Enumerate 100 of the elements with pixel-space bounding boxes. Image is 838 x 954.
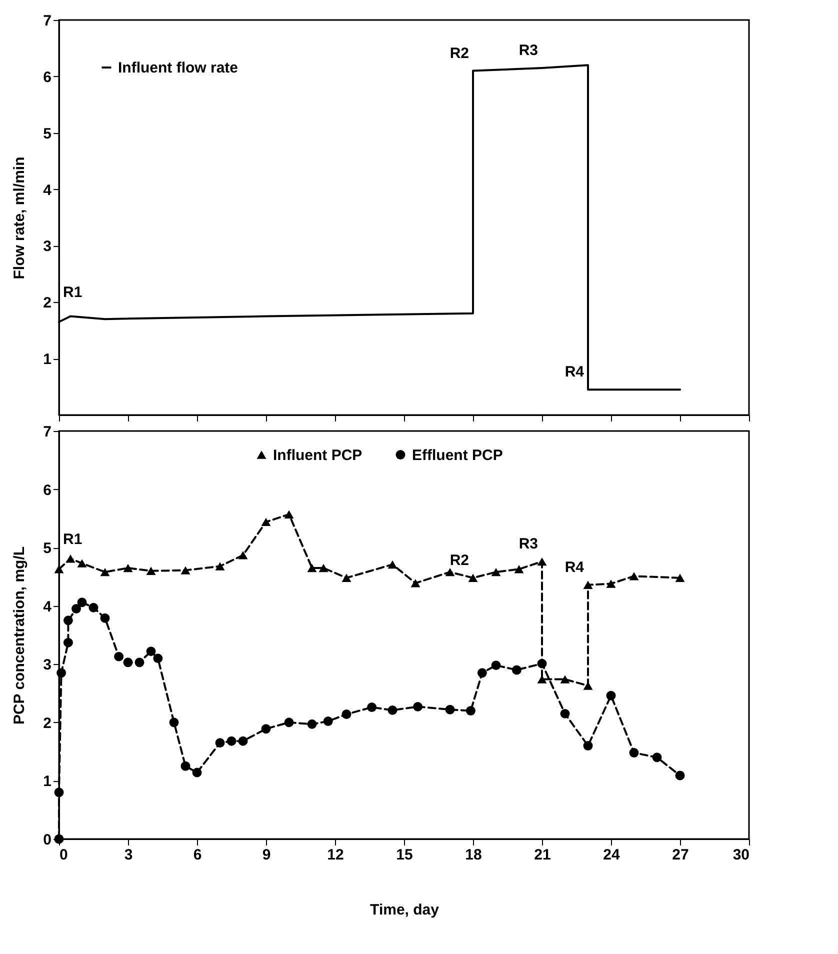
y-tick-label: 2 <box>43 714 52 732</box>
annotation: R2 <box>450 552 469 569</box>
x-tick-label: 3 <box>124 846 133 864</box>
y-tick-label: 6 <box>43 68 52 86</box>
point <box>77 559 87 568</box>
y-axis-title: PCP concentration, mg/L <box>11 546 28 725</box>
y-axis-title: Flow rate, ml/min <box>11 156 28 280</box>
point <box>388 560 398 569</box>
y-tick-label: 5 <box>43 540 52 558</box>
point <box>215 562 225 570</box>
point <box>307 719 317 729</box>
point <box>560 708 570 718</box>
x-tick-label: 15 <box>396 846 413 864</box>
y-tick-label: 3 <box>43 238 52 256</box>
annotation: R2 <box>450 44 469 62</box>
y-tick-label: 3 <box>43 656 52 674</box>
y-tick-label: 2 <box>43 294 52 312</box>
point <box>466 706 476 716</box>
point <box>388 705 398 715</box>
point <box>606 690 616 700</box>
point <box>261 724 271 734</box>
y-tick-label: 4 <box>43 598 52 616</box>
y-tick-label: 6 <box>43 482 52 499</box>
point <box>413 702 423 712</box>
y-tick-label: 4 <box>43 182 52 199</box>
point <box>226 736 236 746</box>
point <box>537 557 547 566</box>
x-tick-label: 6 <box>193 846 202 864</box>
x-tick-label: 9 <box>262 846 271 864</box>
point <box>445 568 455 576</box>
annotation: R3 <box>518 42 538 59</box>
annotation: R4 <box>564 364 585 381</box>
x-tick-label: 21 <box>534 846 551 864</box>
x-tick-label: 0 <box>60 846 68 864</box>
point <box>583 741 593 750</box>
annotation: R1 <box>63 531 82 548</box>
annotation: R3 <box>518 536 538 553</box>
point <box>146 566 156 575</box>
legend-label: Influent flow rate <box>118 60 238 76</box>
point <box>56 668 66 678</box>
point <box>100 613 110 623</box>
point <box>342 574 352 582</box>
point <box>66 554 76 563</box>
point <box>134 658 144 668</box>
point <box>54 565 64 574</box>
x-axis-title: Time, day <box>370 902 440 918</box>
point <box>88 602 98 612</box>
point <box>238 736 248 746</box>
point <box>261 518 271 526</box>
point <box>123 658 133 668</box>
point <box>410 579 420 588</box>
x-tick-label: 24 <box>603 846 620 864</box>
legend-label: Influent PCP <box>273 446 362 464</box>
y-tick-label: 7 <box>43 12 52 30</box>
y-tick-label: 1 <box>43 773 52 790</box>
point <box>114 652 124 662</box>
x-tick-label: 30 <box>732 846 750 864</box>
y-tick-label: 5 <box>43 125 52 142</box>
point <box>675 574 685 582</box>
point <box>307 564 317 572</box>
point <box>512 665 522 675</box>
point <box>72 604 81 614</box>
point <box>215 738 225 748</box>
point <box>468 574 478 582</box>
x-tick-label: 12 <box>327 846 344 864</box>
point <box>192 768 202 778</box>
x-tick-label: 18 <box>465 846 482 864</box>
point <box>63 616 73 626</box>
y-tick-label: 1 <box>43 351 52 368</box>
y-tick-label: 7 <box>43 424 52 440</box>
point <box>146 646 156 656</box>
point <box>652 752 662 762</box>
point <box>606 580 616 588</box>
legend-label: Effluent PCP <box>412 446 503 464</box>
annotation: R1 <box>63 284 82 301</box>
point <box>180 761 190 771</box>
y-tick-label: 0 <box>43 832 52 848</box>
point <box>445 704 455 714</box>
point <box>367 702 377 712</box>
point <box>583 580 593 589</box>
point <box>514 565 524 574</box>
point <box>169 718 179 728</box>
point <box>491 660 501 670</box>
point <box>537 658 547 668</box>
point <box>560 675 570 684</box>
point <box>284 718 294 728</box>
annotation: R4 <box>564 558 585 576</box>
point <box>318 564 328 572</box>
point <box>63 638 73 648</box>
point <box>284 510 294 518</box>
point <box>153 654 163 664</box>
point <box>477 668 487 678</box>
point <box>675 770 685 780</box>
point <box>100 568 110 576</box>
point <box>583 682 593 690</box>
point <box>238 551 248 560</box>
point <box>77 598 87 608</box>
point <box>629 748 639 758</box>
point <box>342 710 352 719</box>
point <box>180 566 190 574</box>
